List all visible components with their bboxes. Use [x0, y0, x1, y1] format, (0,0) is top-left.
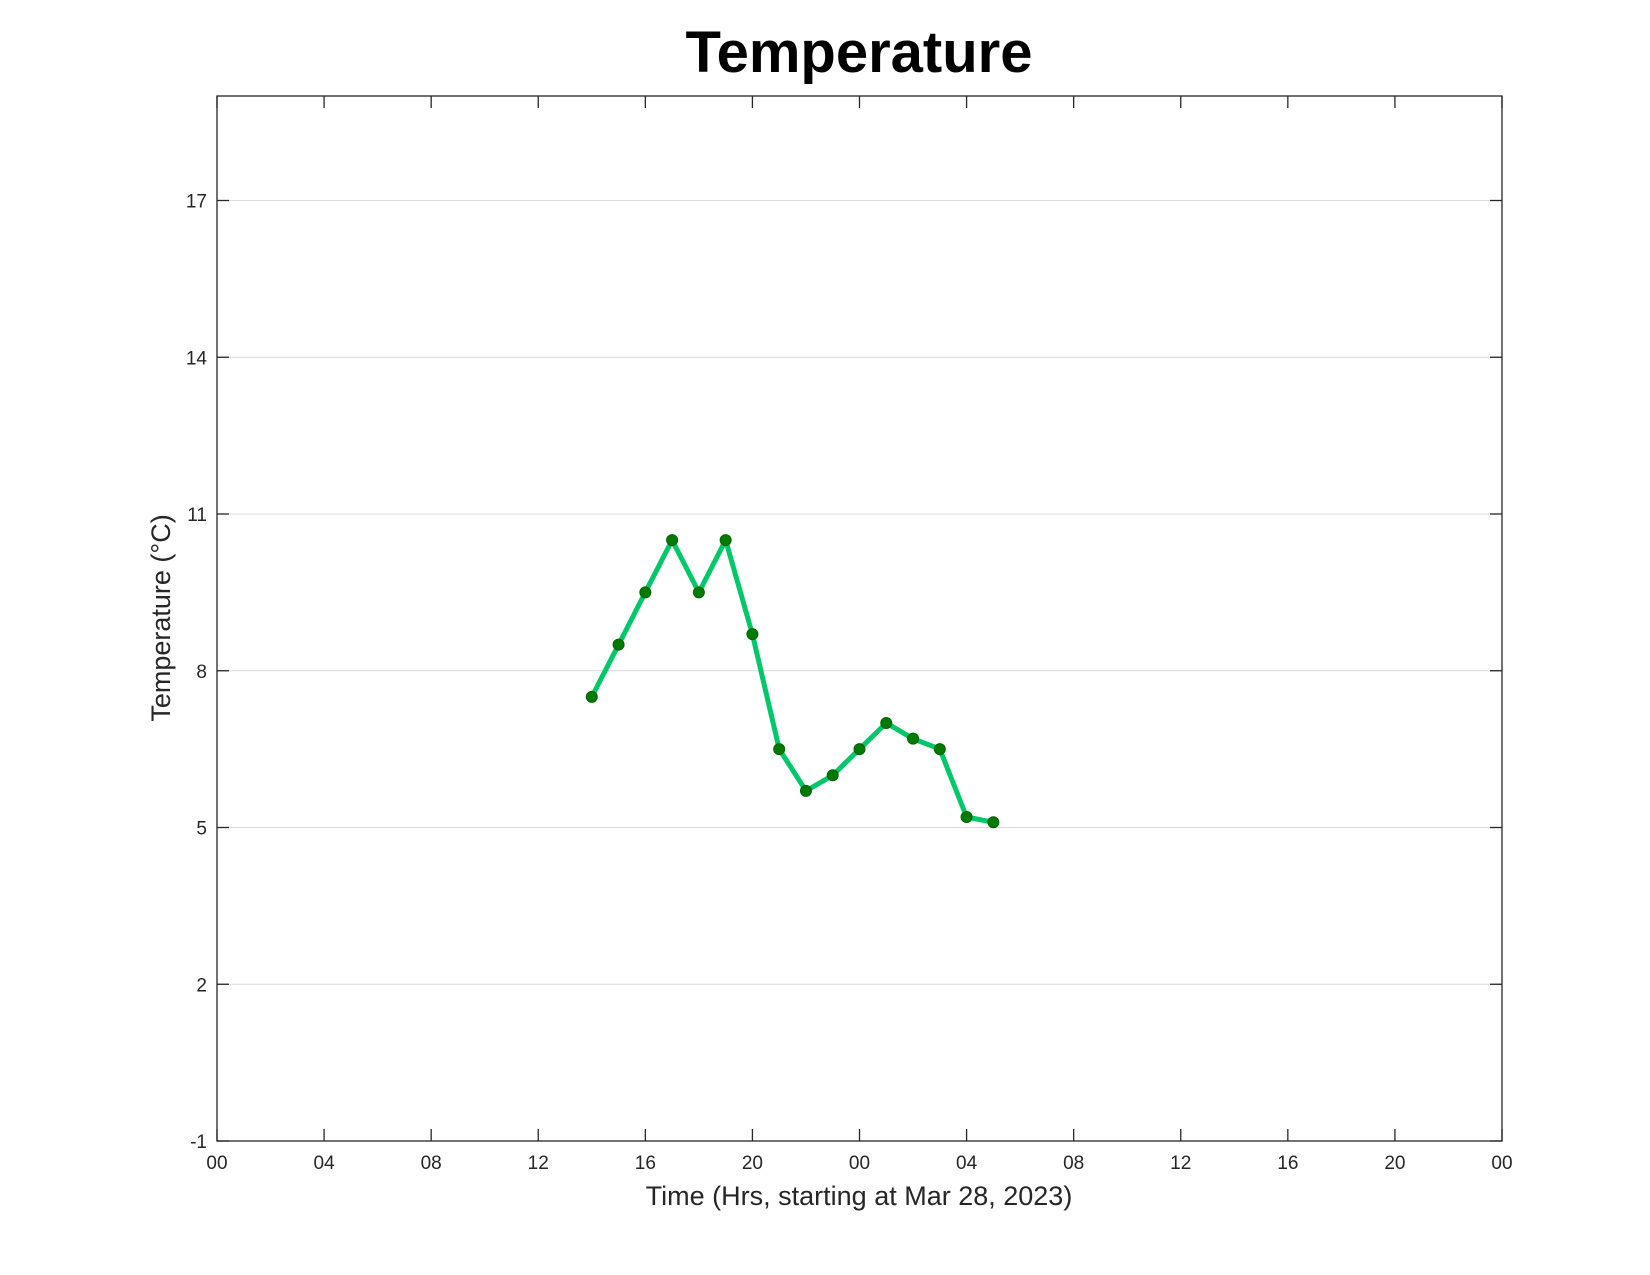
x-tick-label: 16: [1277, 1153, 1298, 1174]
temperature-data-point: [612, 638, 625, 651]
temperature-data-point: [826, 769, 839, 782]
temperature-data-point: [960, 811, 973, 824]
temperature-data-point: [692, 586, 705, 599]
temperature-data-point: [719, 534, 732, 547]
gridlines: [217, 200, 1502, 985]
temperature-data-point: [853, 743, 866, 756]
x-tick-label: 08: [1063, 1153, 1084, 1174]
series-layer: [585, 534, 1000, 829]
x-tick-label: 00: [206, 1153, 227, 1174]
y-tick-label: 5: [196, 819, 207, 840]
x-tick-label: 20: [742, 1153, 763, 1174]
axis-ticks: -1 2 5 8 11 14 17 00 04 08 12 16 20 00 04 08 12 16 20 00: [186, 96, 1513, 1174]
x-tick-label: 00: [1491, 1153, 1512, 1174]
temperature-data-point: [880, 717, 893, 729]
y-tick-label: 17: [186, 192, 207, 213]
x-tick-label: 04: [956, 1153, 978, 1174]
y-tick-label: 2: [196, 975, 207, 996]
x-tick-label: 00: [849, 1153, 870, 1174]
x-tick-label: 16: [635, 1153, 656, 1174]
y-tick-label: -1: [190, 1132, 207, 1153]
x-tick-label: 04: [314, 1153, 336, 1174]
x-tick-label: 20: [1384, 1153, 1405, 1174]
y-tick-label: 14: [186, 348, 208, 369]
temperature-data-point: [773, 743, 786, 756]
temperature-data-point: [666, 534, 679, 547]
temperature-data-point: [585, 690, 598, 703]
temperature-data-point: [933, 743, 946, 756]
y-axis-label: Temperature (°C): [146, 514, 176, 721]
temperature-data-point: [799, 784, 812, 797]
temperature-data-point: [987, 816, 1000, 829]
y-tick-label: 11: [187, 505, 207, 526]
chart-title: Temperature: [685, 20, 1032, 85]
x-tick-label: 08: [421, 1153, 442, 1174]
x-tick-label: 12: [1170, 1153, 1191, 1174]
temperature-data-point: [746, 628, 759, 641]
x-axis-label: Time (Hrs, starting at Mar 28, 2023): [646, 1181, 1073, 1211]
x-tick-label: 12: [528, 1153, 549, 1174]
temperature-data-point: [639, 586, 652, 599]
y-tick-label: 8: [196, 662, 207, 683]
temperature-series-line: [589, 537, 996, 825]
temperature-data-point: [907, 732, 920, 745]
